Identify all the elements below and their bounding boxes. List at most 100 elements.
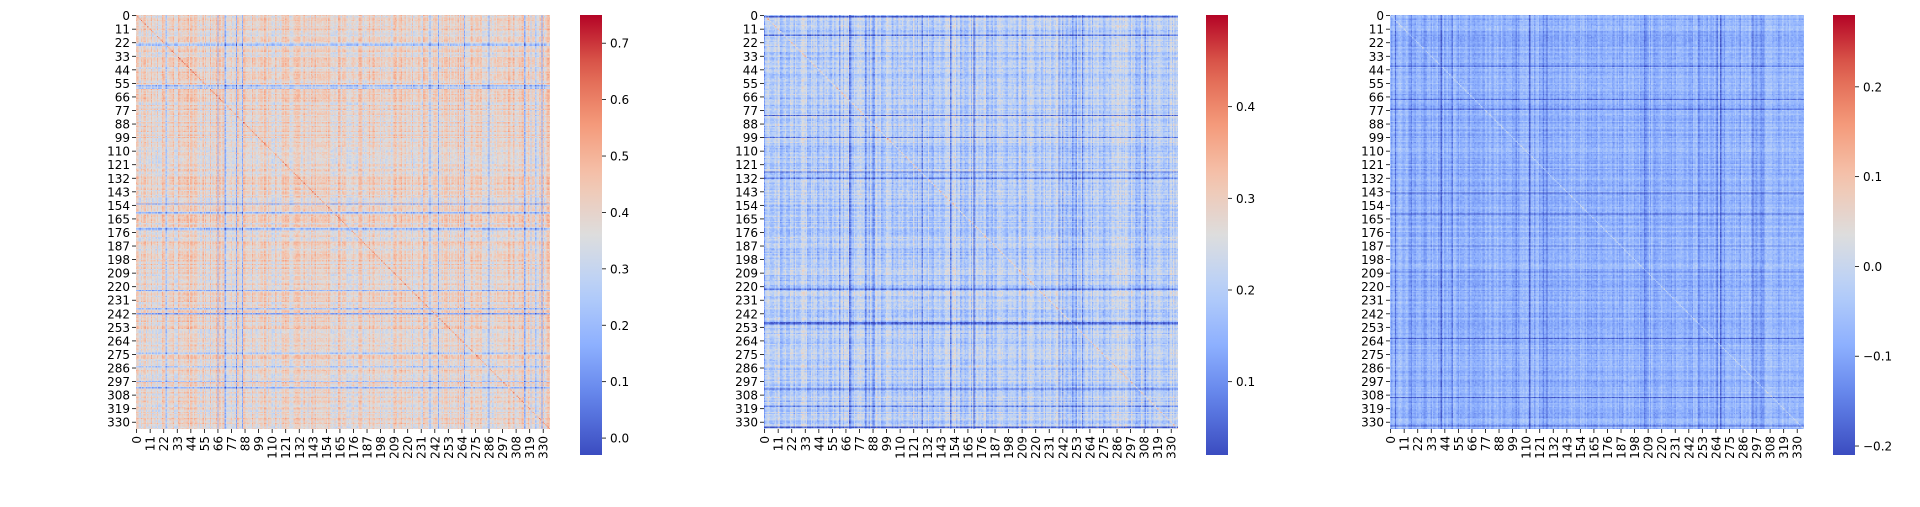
y-tick-label: 275 [735,348,758,362]
y-tick-label: 66 [743,90,758,104]
x-tick-label: 55 [826,436,840,451]
y-tick-label: 132 [1361,172,1384,186]
y-tick-label: 176 [1361,226,1384,240]
y-tick-label: 220 [107,280,130,294]
x-tick-label: 198 [1628,436,1642,459]
y-tick-label: 143 [107,185,130,199]
x-axis: 0 11 22 33 44 55 66 77 88 99 110 121 132 143 154 165 176… [758,429,1179,459]
x-tick-label: 0 [130,436,144,444]
x-tick-label: 242 [1682,436,1696,459]
colorbar-gradient [1833,15,1855,455]
y-tick-label: 275 [107,348,130,362]
x-tick-label: 275 [469,436,483,459]
y-tick-label: 33 [743,50,758,64]
y-tick-label: 297 [735,375,758,389]
x-tick-label: 110 [266,436,280,459]
y-tick-label: 110 [107,145,130,159]
x-tick-label: 275 [1723,436,1737,459]
y-tick-label: 77 [1369,104,1384,118]
y-tick-label: 275 [1361,348,1384,362]
y-tick-label: 165 [735,212,758,226]
y-tick-label: 44 [115,63,130,77]
y-tick-label: 308 [735,389,758,403]
x-tick-label: 209 [1016,436,1030,459]
y-tick-label: 209 [107,267,130,281]
x-tick-label: 253 [1070,436,1084,459]
x-tick-label: 121 [279,436,293,459]
y-tick-label: 209 [1361,267,1384,281]
y-tick-label: 330 [107,416,130,430]
colorbar-tick-label: −0.1 [1863,350,1892,364]
x-tick-label: 264 [1709,436,1723,459]
x-tick-label: 33 [799,436,813,451]
x-tick-label: 44 [1438,436,1452,451]
x-tick-label: 110 [894,436,908,459]
x-tick-label: 165 [1587,436,1601,459]
y-tick-label: 0 [1376,9,1384,23]
x-tick-label: 220 [1029,436,1043,459]
x-tick-label: 231 [1669,436,1683,459]
y-tick-label: 286 [1361,362,1384,376]
y-tick-label: 77 [115,104,130,118]
x-tick-label: 176 [975,436,989,459]
y-axis: 0112233445566778899110121132143154165176… [107,9,136,430]
heatmap-cells [136,15,550,429]
heatmap-panel-3: 0112233445566778899110121132143154165176… [1361,9,1892,459]
x-tick-label: 308 [1764,436,1778,459]
y-tick-label: 330 [735,416,758,430]
y-tick-label: 22 [1369,36,1384,50]
y-tick-label: 154 [735,199,758,213]
heatmap-panel-2: 0112233445566778899110121132143154165176… [735,9,1255,459]
x-tick-label: 319 [523,436,537,459]
x-tick-label: 165 [333,436,347,459]
y-tick-label: 55 [115,77,130,91]
x-tick-label: 77 [225,436,239,451]
colorbar-tick-label: 0.2 [1236,284,1255,298]
y-tick-label: 319 [107,402,130,416]
y-tick-label: 176 [735,226,758,240]
x-tick-label: 253 [1696,436,1710,459]
y-tick-label: 88 [743,118,758,132]
y-tick-label: 44 [743,63,758,77]
x-tick-label: 297 [1124,436,1138,459]
y-tick-label: 286 [107,362,130,376]
x-tick-label: 33 [1425,436,1439,451]
x-tick-label: 22 [1411,436,1425,451]
x-tick-label: 165 [961,436,975,459]
x-tick-label: 88 [867,436,881,451]
x-tick-label: 110 [1520,436,1534,459]
x-tick-label: 319 [1151,436,1165,459]
x-tick-label: 11 [144,436,158,451]
y-tick-label: 264 [735,334,758,348]
y-tick-label: 264 [107,334,130,348]
y-tick-label: 253 [107,321,130,335]
y-tick-label: 110 [1361,145,1384,159]
heatmap-cells [764,15,1178,429]
x-tick-label: 187 [989,436,1003,459]
x-tick-label: 154 [1574,436,1588,459]
y-tick-label: 66 [115,90,130,104]
y-tick-label: 99 [743,131,758,145]
x-tick-label: 132 [293,436,307,459]
y-tick-label: 308 [1361,389,1384,403]
heatmap-panel-1: 0112233445566778899110121132143154165176… [107,9,629,459]
x-axis: 0 11 22 33 44 55 66 77 88 99 110 121 132 143 154 165 176… [130,429,551,459]
colorbar-tick-label: 0.1 [1236,375,1255,389]
y-tick-label: 44 [1369,63,1384,77]
x-axis: 0 11 22 33 44 55 66 77 88 99 110 121 132 143 154 165 176… [1384,429,1805,459]
y-tick-label: 198 [735,253,758,267]
x-tick-label: 154 [948,436,962,459]
y-tick-label: 11 [115,23,130,37]
x-tick-label: 297 [1750,436,1764,459]
y-tick-label: 22 [115,36,130,50]
y-tick-label: 33 [1369,50,1384,64]
y-tick-label: 242 [735,307,758,321]
y-tick-label: 308 [107,389,130,403]
x-tick-label: 121 [907,436,921,459]
y-tick-label: 220 [735,280,758,294]
y-tick-label: 99 [115,131,130,145]
x-tick-label: 286 [483,436,497,459]
colorbar-tick-label: 0.1 [1863,170,1882,184]
x-tick-label: 33 [171,436,185,451]
